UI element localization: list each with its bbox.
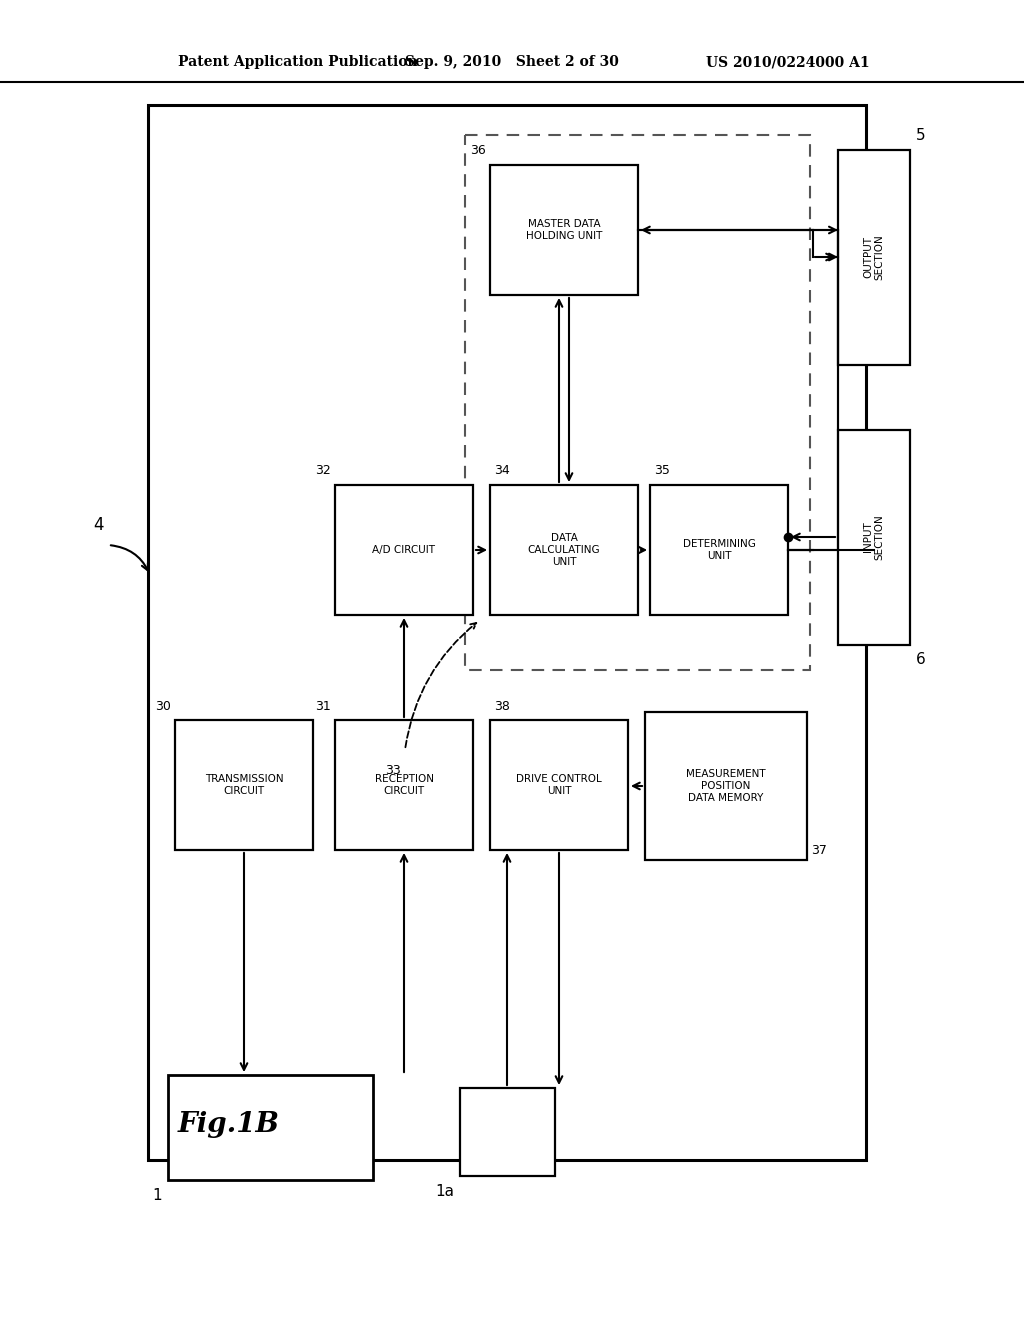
Bar <box>460 1088 555 1176</box>
Text: 36: 36 <box>470 144 486 157</box>
Bar <box>465 135 810 671</box>
Bar <box>175 719 313 850</box>
Text: Sep. 9, 2010   Sheet 2 of 30: Sep. 9, 2010 Sheet 2 of 30 <box>406 55 618 69</box>
Text: MEASUREMENT
POSITION
DATA MEMORY: MEASUREMENT POSITION DATA MEMORY <box>686 770 766 803</box>
Bar <box>838 430 910 645</box>
Text: RECEPTION
CIRCUIT: RECEPTION CIRCUIT <box>375 775 433 796</box>
Text: 1: 1 <box>153 1188 162 1204</box>
Bar <box>650 484 788 615</box>
Bar <box>335 484 473 615</box>
Bar <box>490 484 638 615</box>
Text: MASTER DATA
HOLDING UNIT: MASTER DATA HOLDING UNIT <box>525 219 602 240</box>
Text: DATA
CALCULATING
UNIT: DATA CALCULATING UNIT <box>527 533 600 566</box>
Bar <box>645 711 807 861</box>
Text: US 2010/0224000 A1: US 2010/0224000 A1 <box>707 55 870 69</box>
Text: 37: 37 <box>811 843 826 857</box>
Text: 32: 32 <box>315 465 331 478</box>
Text: 34: 34 <box>494 465 510 478</box>
Text: 1a: 1a <box>435 1184 454 1200</box>
Bar <box>490 165 638 294</box>
Bar <box>168 1074 373 1180</box>
Text: 31: 31 <box>315 700 331 713</box>
Bar <box>490 719 628 850</box>
Text: A/D CIRCUIT: A/D CIRCUIT <box>373 545 435 554</box>
Text: 4: 4 <box>93 516 103 535</box>
Text: Fig.1B: Fig.1B <box>178 1111 280 1138</box>
Bar <box>148 106 866 1160</box>
Text: OUTPUT
SECTION: OUTPUT SECTION <box>863 234 885 280</box>
Text: 35: 35 <box>654 465 670 478</box>
Text: DETERMINING
UNIT: DETERMINING UNIT <box>683 539 756 561</box>
Text: 38: 38 <box>494 700 510 713</box>
Text: 30: 30 <box>155 700 171 713</box>
Text: 5: 5 <box>916 128 926 144</box>
Text: 33: 33 <box>385 763 400 776</box>
Text: INPUT
SECTION: INPUT SECTION <box>863 513 885 560</box>
Text: 6: 6 <box>916 652 926 667</box>
Text: DRIVE CONTROL
UNIT: DRIVE CONTROL UNIT <box>516 775 602 796</box>
Text: TRANSMISSION
CIRCUIT: TRANSMISSION CIRCUIT <box>205 775 284 796</box>
Bar <box>335 719 473 850</box>
Text: Patent Application Publication: Patent Application Publication <box>178 55 418 69</box>
Bar <box>838 150 910 366</box>
